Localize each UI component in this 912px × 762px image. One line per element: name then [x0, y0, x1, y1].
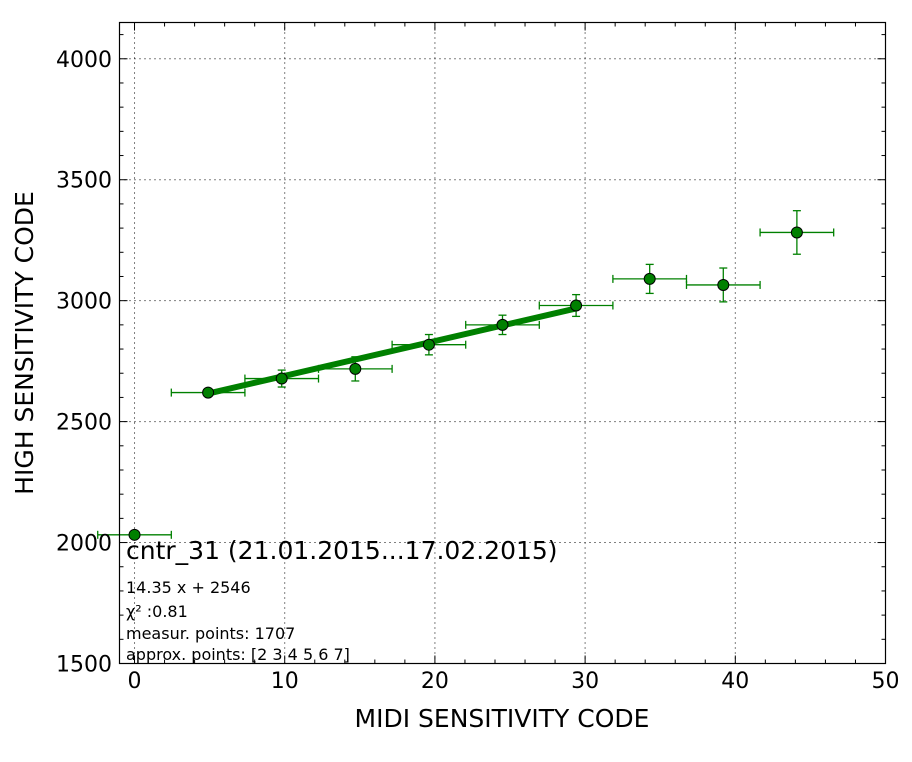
chart-title: cntr_31 (21.01.2015...17.02.2015) — [126, 536, 558, 565]
x-tick-label: 20 — [421, 669, 449, 694]
data-point — [643, 272, 656, 285]
data-point — [496, 318, 509, 331]
data-point — [570, 299, 583, 312]
approx-points-label: approx. points: [2 3 4 5 6 7] — [126, 645, 350, 664]
y-tick-label: 1500 — [56, 653, 112, 678]
fit-line-layer — [207, 305, 577, 397]
data-point — [717, 278, 730, 291]
y-tick-label: 4000 — [56, 48, 112, 73]
y-tick-label: 2000 — [56, 532, 112, 557]
x-tick-label: 30 — [571, 669, 599, 694]
data-point — [422, 338, 435, 351]
tick-layer — [119, 22, 886, 664]
data-point — [202, 386, 215, 399]
data-point — [128, 528, 141, 541]
x-axis-label: MIDI SENSITIVITY CODE — [355, 704, 650, 733]
chi-square-label: χ² :0.81 — [126, 602, 188, 621]
x-tick-label: 0 — [128, 669, 142, 694]
x-tick-label: 10 — [271, 669, 299, 694]
y-axis-label: HIGH SENSITIVITY CODE — [10, 191, 39, 495]
fit-equation-label: 14.35 x + 2546 — [126, 578, 251, 597]
data-point — [349, 362, 362, 375]
minor-tick-layer — [119, 22, 886, 664]
fit-line — [207, 305, 577, 397]
data-point — [275, 372, 288, 385]
measured-points-label: measur. points: 1707 — [126, 624, 295, 643]
point-layer — [128, 226, 803, 541]
plot-frame — [118, 21, 887, 665]
y-tick-label: 3000 — [56, 290, 112, 315]
x-tick-label: 40 — [721, 669, 749, 694]
data-point — [790, 226, 803, 239]
y-tick-label: 3500 — [56, 169, 112, 194]
y-tick-label: 2500 — [56, 411, 112, 436]
x-tick-label: 50 — [872, 669, 900, 694]
tick-label-layer: 0 10 20 30 40 50 1500 2000 2500 3000 3500 4000 — [56, 48, 900, 694]
